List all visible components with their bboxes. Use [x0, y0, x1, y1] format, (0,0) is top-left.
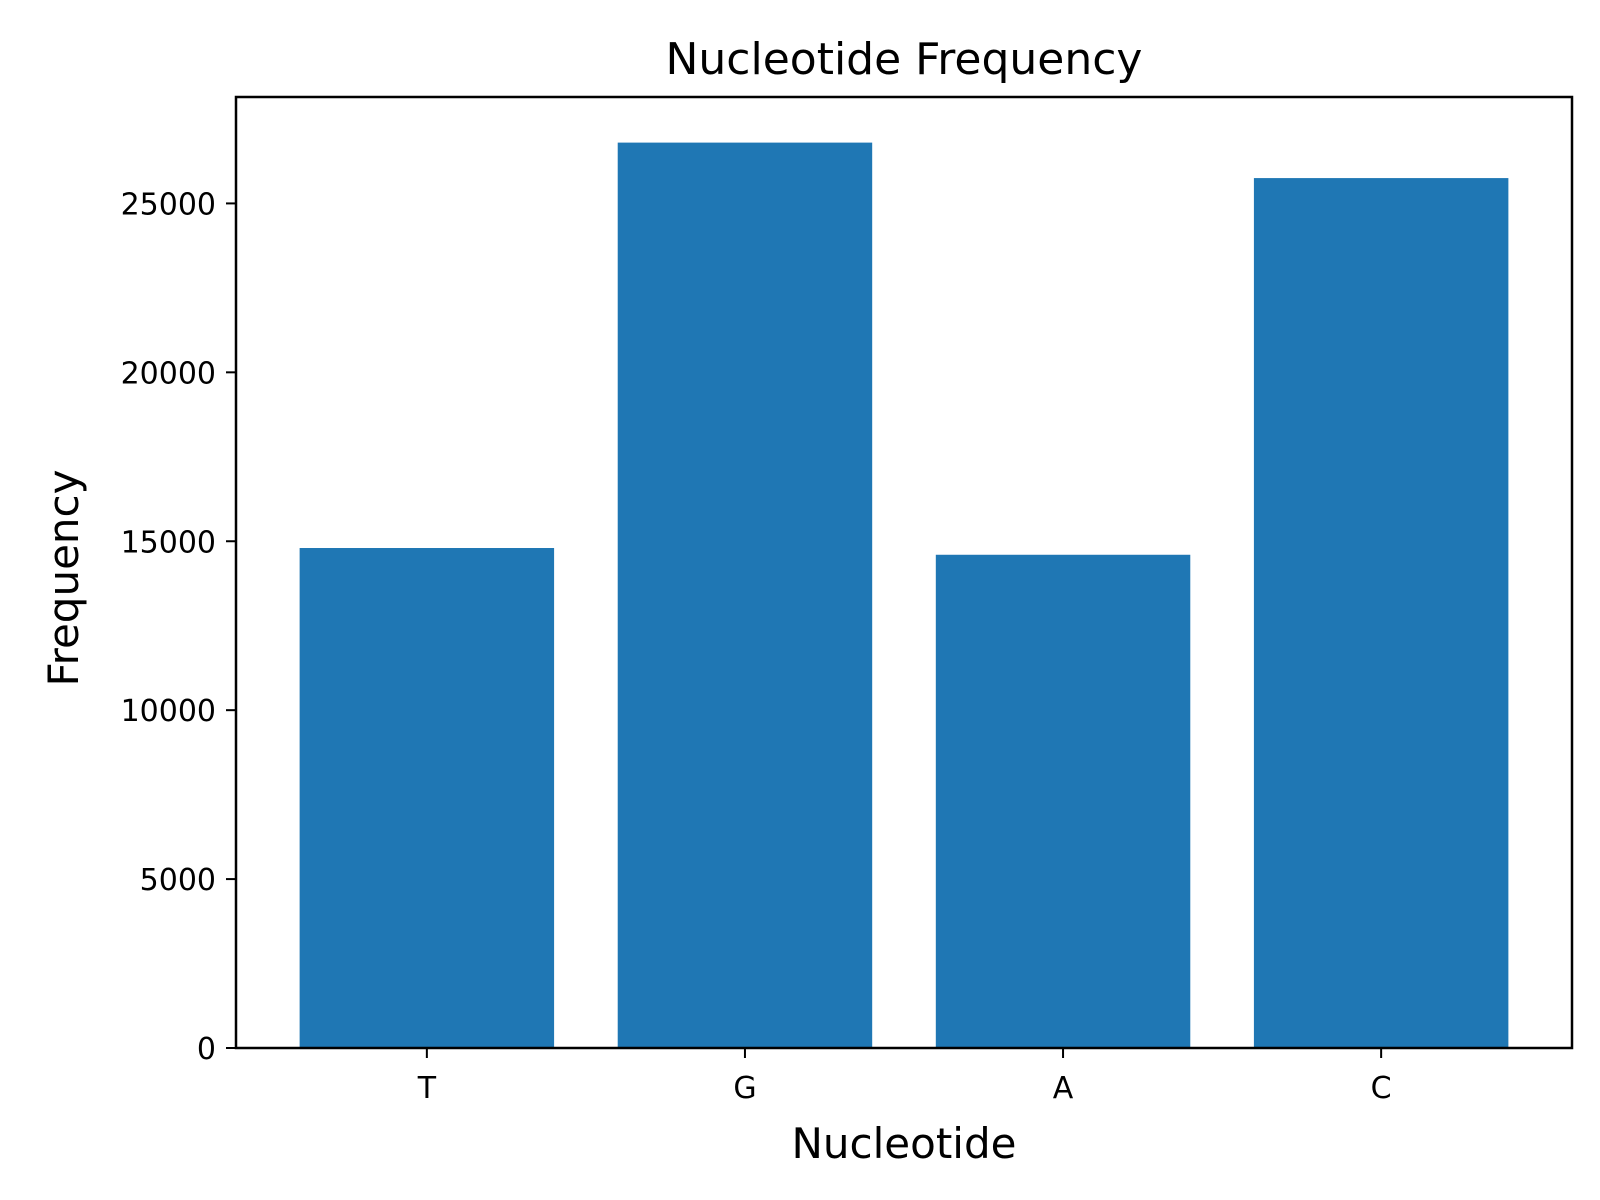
chart-title: Nucleotide Frequency — [666, 34, 1143, 85]
x-tick-label: G — [733, 1071, 756, 1106]
x-axis-title: Nucleotide — [792, 1119, 1017, 1168]
x-tick-label: C — [1371, 1071, 1392, 1106]
bar-T — [299, 548, 555, 1048]
y-tick-label: 25000 — [121, 187, 216, 222]
x-tick-label: T — [417, 1071, 437, 1106]
y-tick-label: 15000 — [121, 525, 216, 560]
bar-G — [617, 142, 873, 1049]
y-tick-label: 0 — [197, 1032, 216, 1067]
plot-frame — [234, 95, 1574, 1050]
y-tick-label: 10000 — [121, 694, 216, 729]
y-axis-title: Frequency — [39, 470, 88, 687]
y-tick-label: 20000 — [121, 356, 216, 391]
bars-layer — [299, 142, 1509, 1049]
bar-C — [1253, 178, 1509, 1048]
y-tick-label: 5000 — [140, 863, 216, 898]
x-tick-label: A — [1053, 1071, 1074, 1106]
y-axis-ticks: 0 5000 10000 15000 20000 25000 — [121, 187, 236, 1067]
bar-A — [935, 554, 1191, 1048]
